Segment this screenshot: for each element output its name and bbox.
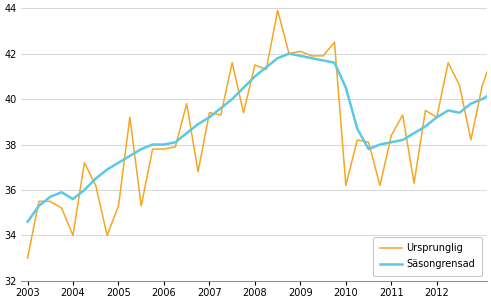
Säsongrensad — [263, 66, 269, 69]
Säsongrensad — [25, 220, 30, 223]
Säsongrensad — [320, 59, 326, 62]
Säsongrensad — [161, 143, 167, 146]
Ursprunglig — [207, 111, 213, 114]
Säsongrensad — [150, 143, 156, 146]
Säsongrensad — [127, 154, 133, 158]
Ursprunglig — [127, 115, 133, 119]
Ursprunglig — [59, 206, 65, 210]
Ursprunglig — [457, 84, 463, 87]
Säsongrensad — [274, 56, 280, 60]
Ursprunglig — [479, 84, 485, 87]
Ursprunglig — [422, 109, 428, 112]
Säsongrensad — [104, 168, 110, 171]
Ursprunglig — [47, 200, 53, 203]
Säsongrensad — [445, 109, 451, 112]
Säsongrensad — [355, 127, 360, 130]
Ursprunglig — [104, 234, 110, 237]
Säsongrensad — [331, 61, 337, 65]
Ursprunglig — [388, 133, 394, 137]
Säsongrensad — [434, 115, 440, 119]
Säsongrensad — [366, 147, 372, 151]
Ursprunglig — [138, 204, 144, 208]
Ursprunglig — [36, 200, 42, 203]
Säsongrensad — [377, 143, 383, 146]
Line: Säsongrensad: Säsongrensad — [27, 54, 491, 222]
Säsongrensad — [172, 140, 178, 144]
Säsongrensad — [93, 177, 99, 180]
Ursprunglig — [115, 204, 121, 208]
Säsongrensad — [388, 140, 394, 144]
Säsongrensad — [422, 124, 428, 128]
Ursprunglig — [400, 113, 406, 117]
Line: Ursprunglig: Ursprunglig — [27, 11, 491, 258]
Ursprunglig — [468, 138, 474, 142]
Ursprunglig — [320, 54, 326, 58]
Ursprunglig — [274, 9, 280, 12]
Ursprunglig — [411, 182, 417, 185]
Ursprunglig — [298, 50, 303, 53]
Säsongrensad — [411, 131, 417, 135]
Ursprunglig — [150, 147, 156, 151]
Säsongrensad — [468, 102, 474, 105]
Säsongrensad — [218, 106, 224, 110]
Legend: Ursprunglig, Säsongrensad: Ursprunglig, Säsongrensad — [373, 236, 482, 276]
Säsongrensad — [36, 204, 42, 208]
Ursprunglig — [355, 138, 360, 142]
Säsongrensad — [479, 97, 485, 101]
Ursprunglig — [70, 234, 76, 237]
Säsongrensad — [286, 52, 292, 56]
Säsongrensad — [309, 56, 315, 60]
Säsongrensad — [457, 111, 463, 114]
Ursprunglig — [184, 102, 190, 105]
Säsongrensad — [252, 75, 258, 78]
Säsongrensad — [400, 138, 406, 142]
Ursprunglig — [366, 140, 372, 144]
Säsongrensad — [241, 86, 246, 89]
Säsongrensad — [184, 131, 190, 135]
Säsongrensad — [343, 86, 349, 89]
Ursprunglig — [25, 256, 30, 260]
Ursprunglig — [218, 113, 224, 117]
Säsongrensad — [138, 147, 144, 151]
Säsongrensad — [82, 188, 87, 192]
Säsongrensad — [47, 195, 53, 199]
Ursprunglig — [445, 61, 451, 65]
Ursprunglig — [252, 63, 258, 67]
Säsongrensad — [195, 122, 201, 126]
Säsongrensad — [229, 97, 235, 101]
Ursprunglig — [434, 115, 440, 119]
Ursprunglig — [172, 145, 178, 149]
Ursprunglig — [241, 111, 246, 114]
Ursprunglig — [161, 147, 167, 151]
Ursprunglig — [286, 52, 292, 56]
Ursprunglig — [263, 68, 269, 71]
Säsongrensad — [207, 115, 213, 119]
Ursprunglig — [309, 54, 315, 58]
Ursprunglig — [195, 170, 201, 174]
Ursprunglig — [343, 184, 349, 187]
Ursprunglig — [377, 184, 383, 187]
Ursprunglig — [93, 184, 99, 187]
Säsongrensad — [115, 161, 121, 165]
Ursprunglig — [82, 161, 87, 165]
Säsongrensad — [298, 54, 303, 58]
Säsongrensad — [70, 197, 76, 201]
Säsongrensad — [59, 191, 65, 194]
Ursprunglig — [229, 61, 235, 65]
Ursprunglig — [331, 40, 337, 44]
